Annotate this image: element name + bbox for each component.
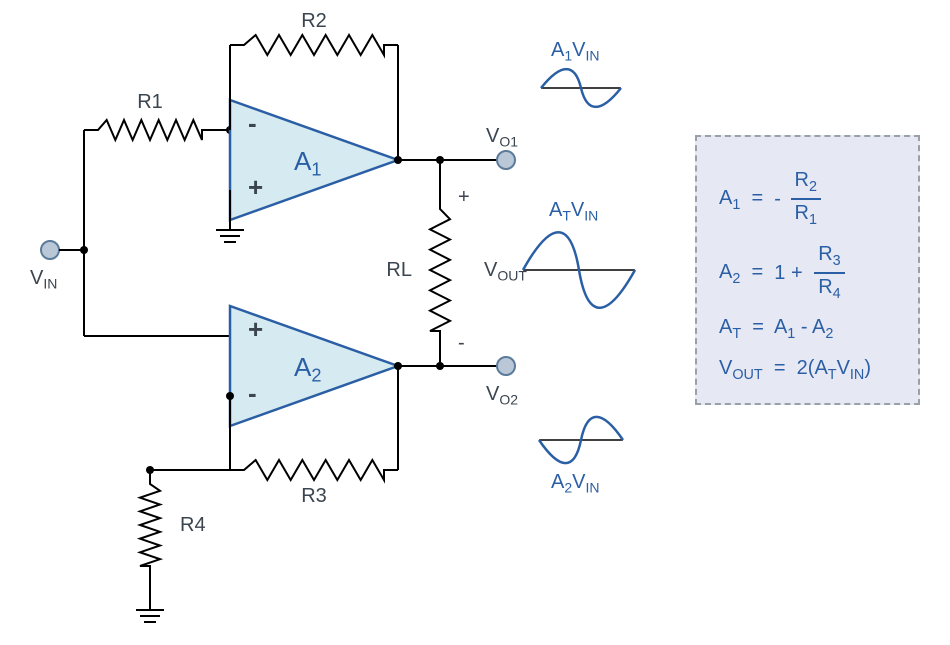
equations-box: A1 = - R2 R1 A2 = 1 + R3 R4 AT = A1 - A2 [695, 135, 920, 405]
svg-text:ATVIN: ATVIN [549, 199, 598, 223]
eq-a1: A1 = - R2 R1 [719, 169, 896, 229]
svg-text:-: - [458, 332, 465, 354]
svg-text:VO1: VO1 [486, 125, 518, 149]
svg-text:R2: R2 [301, 10, 327, 32]
svg-text:A2VIN: A2VIN [551, 471, 599, 495]
svg-text:R1: R1 [137, 91, 163, 113]
circuit-diagram: VINR1-+A1R2VO1-+A2VO2RL+-VOUTR3R41A1VINA… [0, 0, 950, 645]
svg-text:VOUT: VOUT [484, 259, 527, 283]
svg-text:-: - [248, 378, 257, 408]
eq-a2: A2 = 1 + R3 R4 [719, 243, 896, 303]
svg-text:+: + [248, 172, 263, 202]
svg-text:+: + [248, 314, 263, 344]
eq-at: AT = A1 - A2 [719, 316, 896, 343]
svg-text:+: + [458, 186, 470, 208]
svg-text:A1VIN: A1VIN [551, 39, 599, 63]
svg-text:R4: R4 [180, 514, 206, 536]
svg-text:VIN: VIN [30, 267, 57, 291]
svg-text:RL: RL [386, 259, 412, 281]
eq-vout: VOUT = 2(ATVIN) [719, 357, 896, 384]
svg-text:R3: R3 [301, 485, 327, 507]
svg-text:VO2: VO2 [486, 383, 518, 407]
svg-text:-: - [248, 108, 257, 138]
